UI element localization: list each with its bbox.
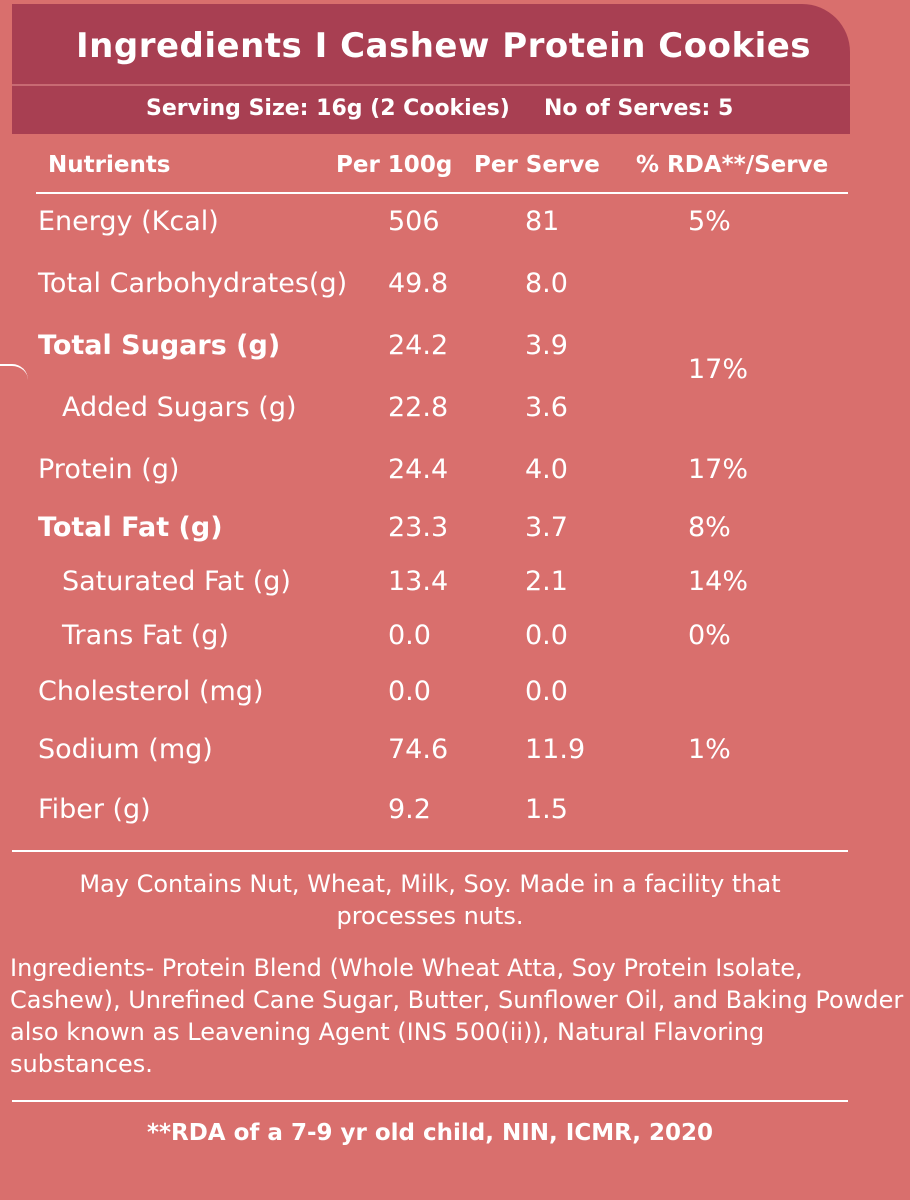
rda-footnote: **RDA of a 7-9 yr old child, NIN, ICMR, … xyxy=(146,1120,714,1146)
value-per-100g: 24.2 xyxy=(388,330,449,361)
value-per-serve: 81 xyxy=(525,206,560,237)
value-rda: 17% xyxy=(688,454,749,485)
nutrient-name: Sodium (mg) xyxy=(38,734,213,765)
value-per-serve: 0.0 xyxy=(525,620,568,651)
value-per-serve: 11.9 xyxy=(525,734,586,765)
label-header: Ingredients I Cashew Protein Cookies xyxy=(12,4,850,84)
value-rda: 1% xyxy=(688,734,731,765)
value-per-100g: 24.4 xyxy=(388,454,449,485)
nutrient-name: Cholesterol (mg) xyxy=(38,676,264,707)
serving-info-bar: Serving Size: 16g (2 Cookies) No of Serv… xyxy=(12,84,850,134)
value-per-serve: 4.0 xyxy=(525,454,568,485)
value-per-100g: 22.8 xyxy=(388,392,449,423)
value-per-serve: 3.6 xyxy=(525,392,568,423)
value-per-serve: 2.1 xyxy=(525,566,568,597)
value-per-100g: 0.0 xyxy=(388,620,431,651)
number-of-serves: No of Serves: 5 xyxy=(544,96,734,121)
value-rda: 8% xyxy=(688,512,731,543)
table-bottom-divider xyxy=(12,850,848,852)
nutrient-name: Trans Fat (g) xyxy=(62,620,229,651)
allergen-note: May Contains Nut, Wheat, Milk, Soy. Made… xyxy=(79,870,781,930)
serving-size: Serving Size: 16g (2 Cookies) xyxy=(146,96,510,121)
value-per-100g: 74.6 xyxy=(388,734,449,765)
table-row: Trans Fat (g) 0.0 0.0 0% xyxy=(0,620,910,660)
table-row: Saturated Fat (g) 13.4 2.1 14% xyxy=(0,566,910,606)
nutrient-name: Saturated Fat (g) xyxy=(62,566,291,597)
table-row: Sodium (mg) 74.6 11.9 1% xyxy=(0,734,910,774)
nutrient-name: Total Sugars (g) xyxy=(38,330,281,361)
value-per-serve: 3.7 xyxy=(525,512,568,543)
column-header-per-serve: Per Serve xyxy=(474,152,600,178)
value-per-100g: 49.8 xyxy=(388,268,449,299)
nutrient-name: Fiber (g) xyxy=(38,794,151,825)
column-header-rda: % RDA**/Serve xyxy=(636,152,829,178)
value-per-100g: 506 xyxy=(388,206,440,237)
header-divider xyxy=(36,192,848,194)
value-rda: 14% xyxy=(688,566,749,597)
value-rda: 0% xyxy=(688,620,731,651)
nutrient-name: Total Carbohydrates(g) xyxy=(38,268,348,299)
column-header-per-100g: Per 100g xyxy=(336,152,453,178)
footer-divider xyxy=(12,1100,848,1102)
value-per-100g: 23.3 xyxy=(388,512,449,543)
sugars-rda-value: 17% xyxy=(688,354,749,385)
bracket-mark xyxy=(0,364,28,380)
value-per-100g: 0.0 xyxy=(388,676,431,707)
table-row: Added Sugars (g) 22.8 3.6 xyxy=(0,392,910,432)
table-row: Fiber (g) 9.2 1.5 xyxy=(0,794,910,834)
value-per-serve: 0.0 xyxy=(525,676,568,707)
value-per-100g: 9.2 xyxy=(388,794,431,825)
table-row: Total Sugars (g) 24.2 3.9 xyxy=(0,330,910,370)
value-per-100g: 13.4 xyxy=(388,566,449,597)
value-rda: 5% xyxy=(688,206,731,237)
nutrient-name: Total Fat (g) xyxy=(38,512,223,543)
nutrient-name: Energy (Kcal) xyxy=(38,206,219,237)
table-row: Total Carbohydrates(g) 49.8 8.0 xyxy=(0,268,910,308)
ingredients-text: Ingredients- Protein Blend (Whole Wheat … xyxy=(10,954,904,1078)
table-row: Energy (Kcal) 506 81 5% xyxy=(0,206,910,246)
page-title: Ingredients I Cashew Protein Cookies xyxy=(76,26,812,66)
table-row: Protein (g) 24.4 4.0 17% xyxy=(0,454,910,494)
table-row: Total Fat (g) 23.3 3.7 8% xyxy=(0,512,910,552)
value-per-serve: 8.0 xyxy=(525,268,568,299)
value-per-serve: 3.9 xyxy=(525,330,568,361)
value-per-serve: 1.5 xyxy=(525,794,568,825)
nutrient-name: Added Sugars (g) xyxy=(62,392,297,423)
column-header-nutrients: Nutrients xyxy=(48,152,171,178)
table-row: Cholesterol (mg) 0.0 0.0 xyxy=(0,676,910,716)
nutrient-name: Protein (g) xyxy=(38,454,180,485)
